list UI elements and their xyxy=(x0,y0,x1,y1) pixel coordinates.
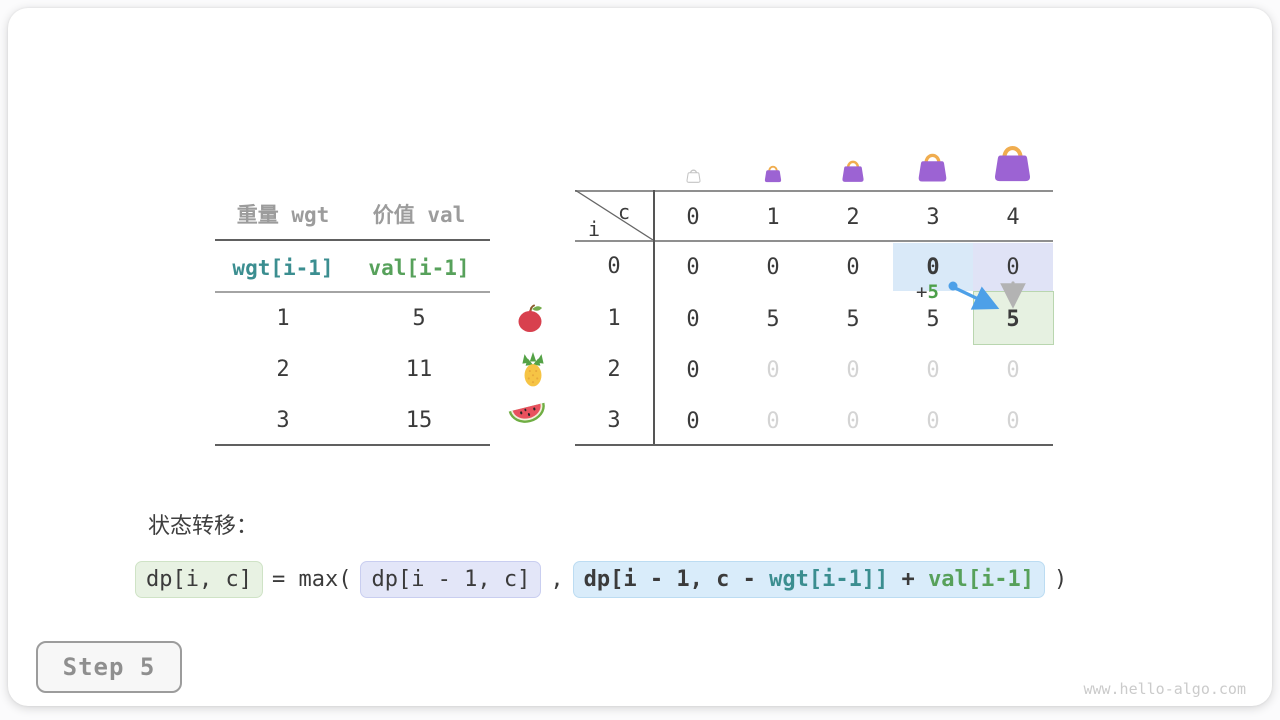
highlight-cell-prev-row-c3 xyxy=(893,243,973,291)
dp-cell-r0c1: 0 xyxy=(766,255,780,280)
dp-row-header-1: 1 xyxy=(607,306,621,331)
formula-close-paren: ) xyxy=(1054,567,1068,592)
dp-table-line-vertical xyxy=(653,190,655,446)
formula-comma: , xyxy=(550,567,564,592)
formula-term1: dp[i - 1, c] xyxy=(360,561,542,598)
dp-cell-r3c1: 0 xyxy=(766,409,780,434)
transition-arrows xyxy=(948,281,1026,310)
items-weight-header: 重量 wgt xyxy=(236,203,330,227)
item-weight-3: 3 xyxy=(276,408,290,433)
formula-term2: dp[i - 1, c - wgt[i-1]] + val[i-1] xyxy=(572,561,1046,598)
items-value-header: 价值 val xyxy=(372,203,466,227)
dp-corner-col-var: c xyxy=(618,200,631,224)
dp-corner-diagonal xyxy=(575,190,653,240)
dp-cell-r2c3: 0 xyxy=(926,358,940,383)
dp-table-line-header xyxy=(575,240,1053,242)
dp-cell-r3c3: 0 xyxy=(926,409,940,434)
bag-icon-medium xyxy=(842,160,864,182)
pineapple-icon xyxy=(522,352,544,387)
items-val-index-label: val[i-1] xyxy=(368,256,470,280)
formula-term2-dp: dp[i - 1, c - xyxy=(583,567,770,592)
transition-heading: 状态转移： xyxy=(148,514,259,539)
dp-cell-r2c1: 0 xyxy=(766,358,780,383)
items-table-line-bottom xyxy=(215,444,490,446)
dp-cell-r0c3: 0 xyxy=(926,255,940,280)
item-value-3: 15 xyxy=(405,408,433,433)
dp-cell-r1c1: 5 xyxy=(766,307,780,332)
plus-value-annotation: +5 xyxy=(916,281,939,303)
dp-cell-r3c0: 0 xyxy=(686,409,700,434)
formula-equals-max: = max( xyxy=(271,567,352,592)
dp-col-header-4: 4 xyxy=(1006,205,1020,230)
item-weight-2: 2 xyxy=(276,357,290,382)
dp-cell-r2c4: 0 xyxy=(1006,358,1020,383)
dp-col-header-2: 2 xyxy=(846,205,860,230)
step-badge-label: Step 5 xyxy=(62,653,156,681)
dp-cell-r1c0: 0 xyxy=(686,307,700,332)
dp-row-header-2: 2 xyxy=(607,357,621,382)
bag-icon-large xyxy=(918,153,947,182)
watermelon-icon xyxy=(508,402,545,423)
empty-bag-icon xyxy=(686,169,701,183)
dp-cell-r3c2: 0 xyxy=(846,409,860,434)
dp-cell-r0c0: 0 xyxy=(686,255,700,280)
formula-term2-wgt: wgt[i-1]] xyxy=(769,567,889,592)
dp-col-header-1: 1 xyxy=(766,205,780,230)
item-weight-1: 1 xyxy=(276,306,290,331)
items-wgt-index-label: wgt[i-1] xyxy=(232,256,334,280)
items-table-line-top xyxy=(215,239,490,241)
dp-table-line-bottom xyxy=(575,444,1053,446)
dp-cell-r2c0: 0 xyxy=(686,358,700,383)
dp-cell-r1c2: 5 xyxy=(846,307,860,332)
dp-cell-r3c4: 0 xyxy=(1006,409,1020,434)
dp-table-line-top xyxy=(575,190,1053,192)
formula-term2-plus: + xyxy=(888,567,929,592)
formula-term2-val: val[i-1] xyxy=(928,567,1035,592)
added-value: 5 xyxy=(927,281,939,303)
dp-cell-r0c4: 0 xyxy=(1006,255,1020,280)
dp-cell-r1c4: 5 xyxy=(1006,307,1020,332)
dp-row-header-0: 0 xyxy=(607,254,621,279)
plus-sign: + xyxy=(916,281,928,303)
dp-cell-r1c3: 5 xyxy=(926,307,940,332)
transition-formula: dp[i, c] = max( dp[i - 1, c] , dp[i - 1,… xyxy=(135,561,1067,598)
items-table-line-mid xyxy=(215,291,490,293)
blue-arrow xyxy=(954,286,1000,310)
site-url: www.hello-algo.com xyxy=(1083,680,1246,698)
dp-cell-r2c2: 0 xyxy=(846,358,860,383)
dp-col-header-3: 3 xyxy=(926,205,940,230)
bag-icon-xlarge xyxy=(994,145,1031,182)
dp-cell-r0c2: 0 xyxy=(846,255,860,280)
dp-row-header-3: 3 xyxy=(607,408,621,433)
bag-icon-small xyxy=(764,165,782,183)
dp-corner-row-var: i xyxy=(588,217,601,241)
apple-icon xyxy=(518,304,542,332)
formula-lhs: dp[i, c] xyxy=(135,561,263,598)
dp-col-header-0: 0 xyxy=(686,205,700,230)
item-value-1: 5 xyxy=(412,306,426,331)
item-value-2: 11 xyxy=(405,357,433,382)
step-badge: Step 5 xyxy=(36,641,182,693)
